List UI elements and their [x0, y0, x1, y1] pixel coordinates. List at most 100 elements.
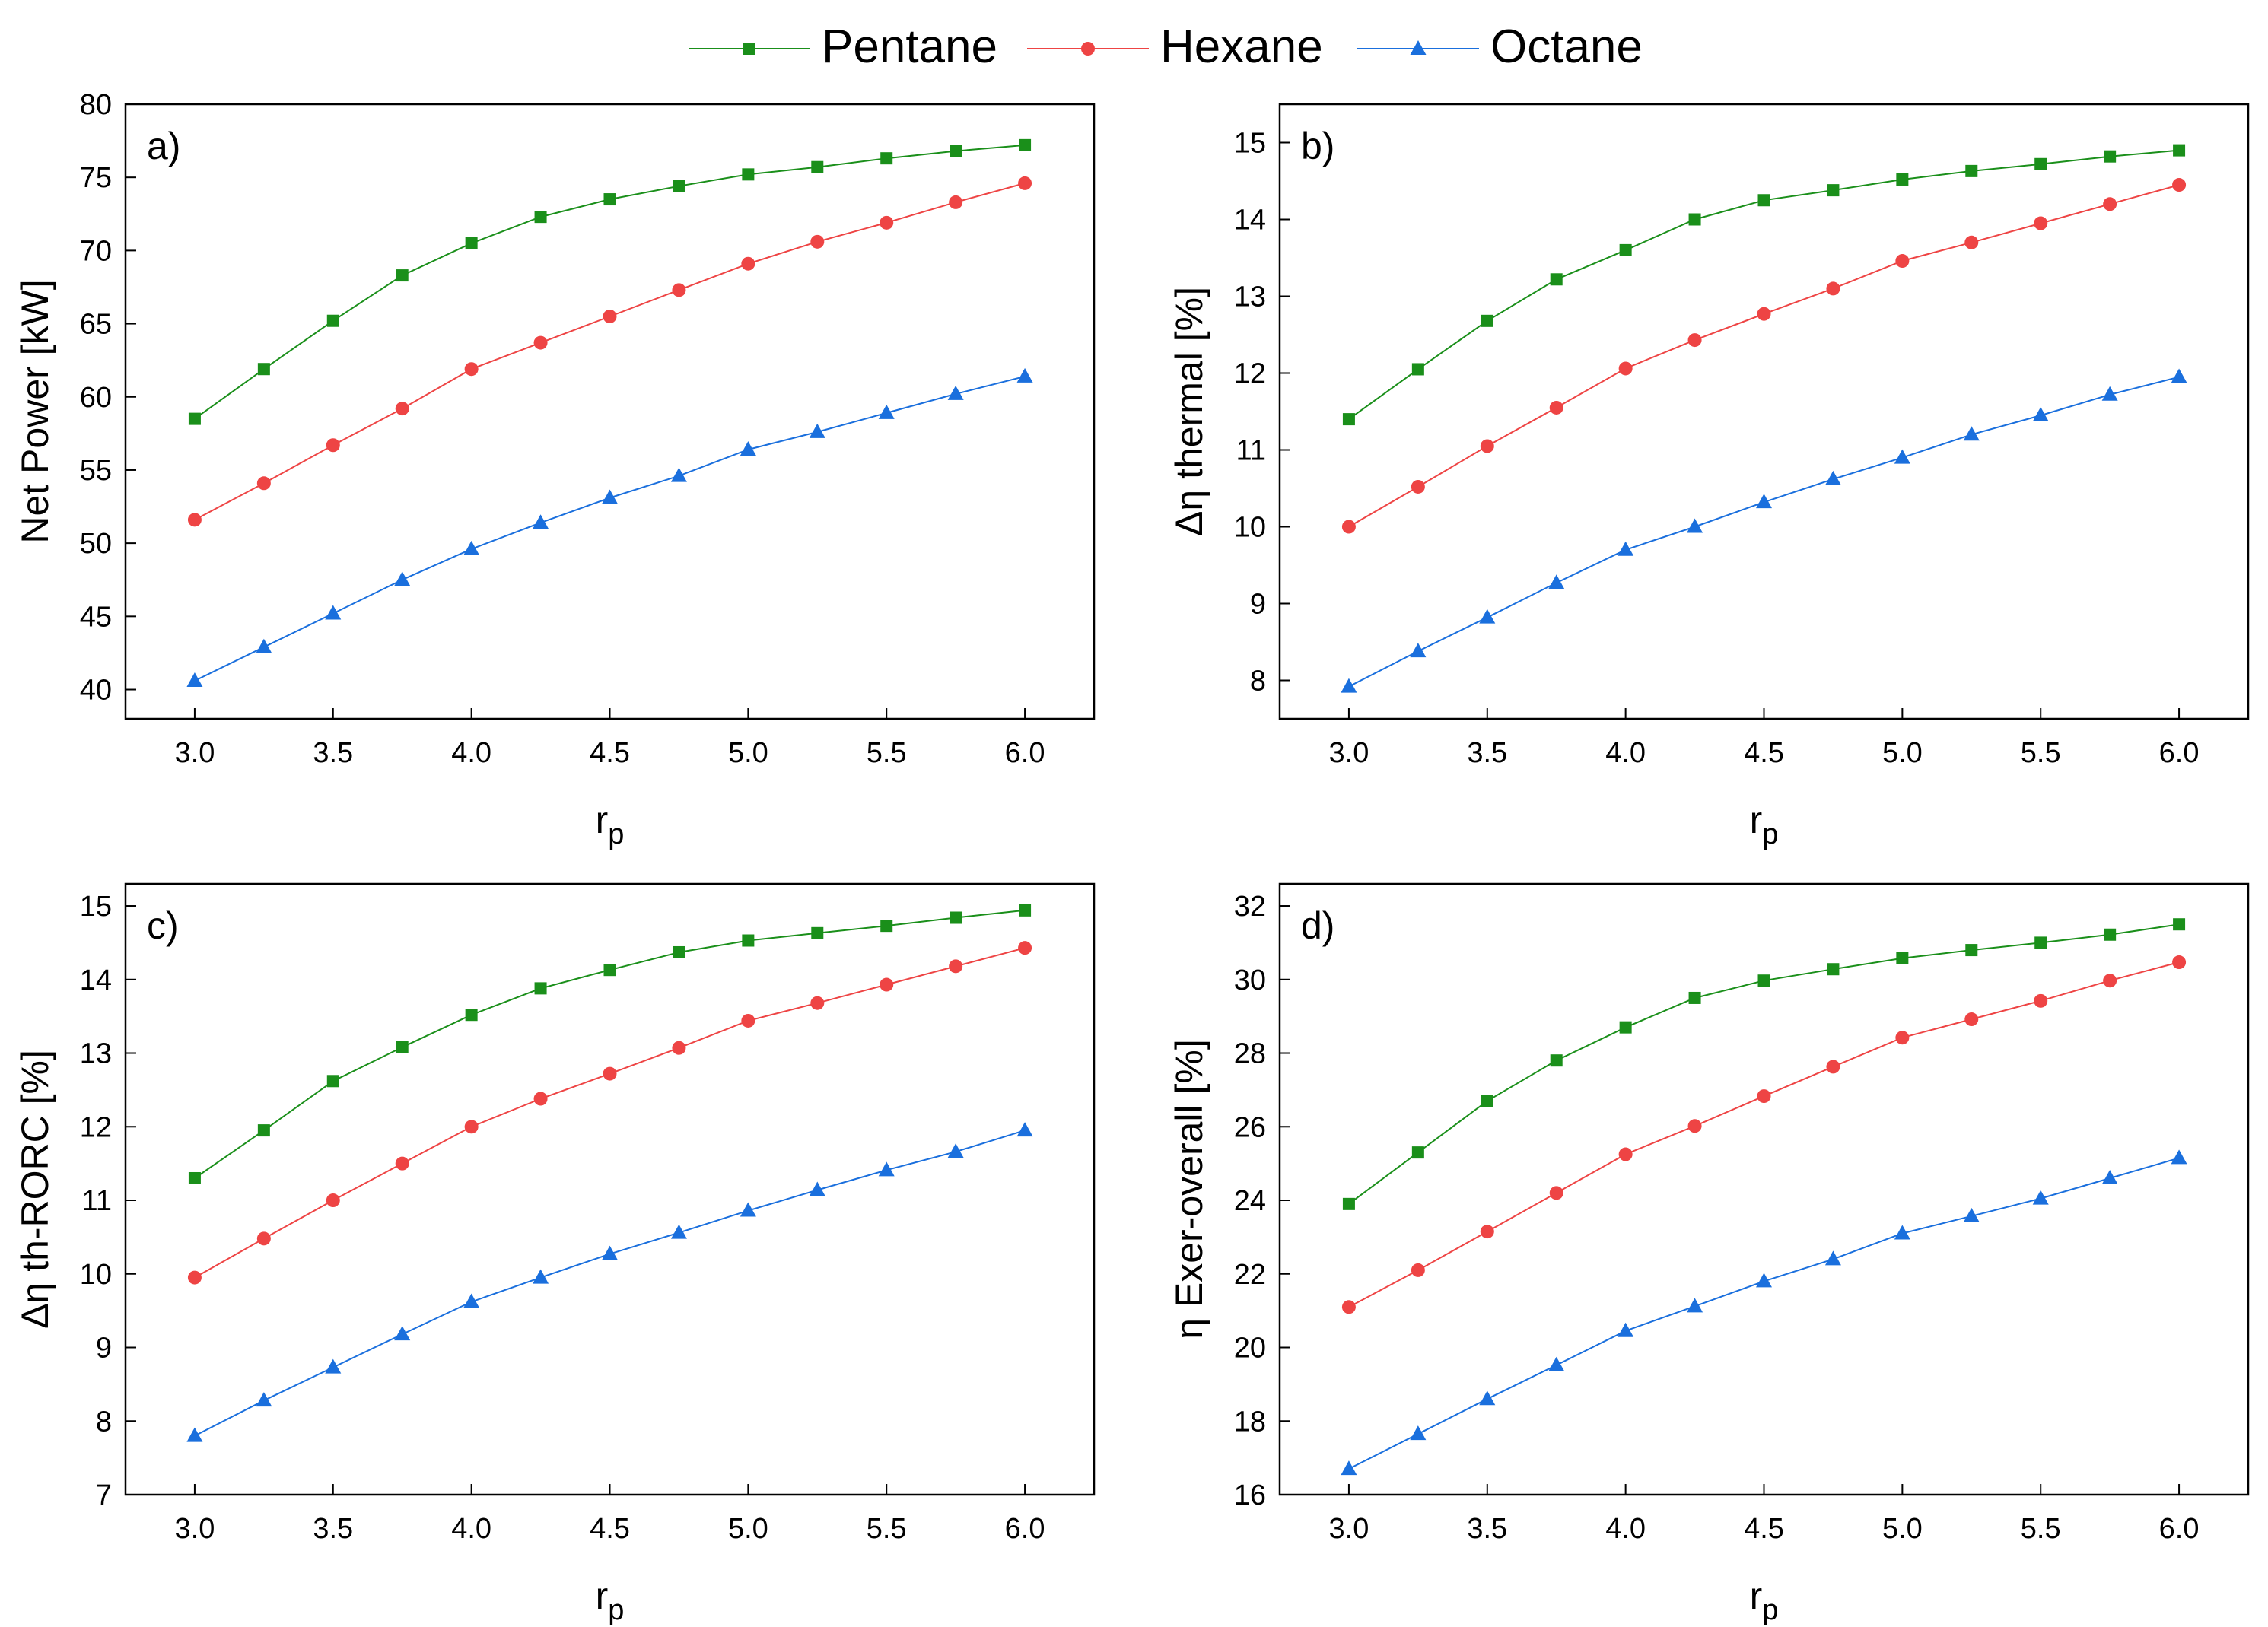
data-point — [1894, 1225, 1910, 1240]
data-point — [1410, 643, 1427, 658]
data-point — [670, 1224, 687, 1239]
data-point — [188, 1171, 201, 1184]
x-tick-label: 3.0 — [1329, 1513, 1369, 1545]
y-tick-label: 70 — [80, 235, 112, 267]
x-axis-label-main: r — [1750, 1575, 1763, 1617]
data-point — [1550, 273, 1563, 286]
x-tick-label: 3.0 — [175, 737, 215, 769]
legend-label: Pentane — [822, 21, 997, 73]
y-tick-label: 10 — [80, 1259, 112, 1291]
data-point — [395, 402, 409, 416]
data-point — [256, 1231, 271, 1246]
data-point — [1550, 1054, 1563, 1067]
data-point — [394, 571, 411, 586]
data-point — [603, 964, 616, 977]
x-axis-label-main: r — [596, 799, 609, 841]
data-point — [673, 180, 685, 192]
y-tick-label: 65 — [80, 309, 112, 341]
legend-label: Hexane — [1160, 21, 1323, 73]
legend: Pentane Hexane Octane — [689, 21, 1643, 73]
data-point — [1341, 678, 1357, 693]
data-point — [1549, 1186, 1563, 1200]
data-point — [396, 269, 409, 282]
x-tick-label: 3.5 — [313, 737, 353, 769]
data-point — [533, 1269, 549, 1284]
x-tick-label: 5.0 — [1882, 1513, 1923, 1545]
data-point — [1342, 1197, 1355, 1210]
y-tick-label: 14 — [80, 964, 112, 996]
data-point — [533, 1092, 548, 1106]
data-point — [950, 145, 962, 157]
x-tick-label: 4.5 — [590, 737, 630, 769]
data-point — [603, 193, 616, 206]
y-axis-label: η Exer-overall [%] — [1168, 1039, 1210, 1339]
data-point — [256, 638, 272, 653]
data-point — [186, 1427, 203, 1442]
data-point — [325, 605, 342, 620]
data-point — [2172, 955, 2187, 970]
data-point — [1965, 944, 1978, 957]
y-tick-label: 28 — [1234, 1038, 1266, 1070]
data-point — [880, 977, 894, 992]
x-tick-label: 4.0 — [1605, 737, 1646, 769]
legend-marker — [743, 43, 755, 55]
chart-panels: 3.0 3.5 4.0 4.5 5.0 5.5 6.0 40 45 50 55 60 65 70 75 80 a… — [14, 89, 2250, 1626]
series-octane — [186, 1122, 1033, 1442]
y-tick-label: 24 — [1234, 1185, 1266, 1217]
y-tick-label: 7 — [96, 1479, 112, 1511]
x-tick-label: 5.0 — [728, 1513, 768, 1545]
data-point — [464, 362, 479, 377]
data-point — [603, 1066, 617, 1081]
legend-marker — [1410, 40, 1427, 55]
data-point — [1481, 1095, 1493, 1107]
data-point — [1896, 952, 1909, 964]
y-tick-label: 8 — [96, 1406, 112, 1438]
data-point — [256, 1392, 272, 1407]
data-point — [1895, 254, 1910, 269]
data-point — [1688, 213, 1701, 226]
data-point — [741, 1013, 755, 1028]
y-tick-label: 50 — [80, 528, 112, 560]
data-point — [1411, 1263, 1425, 1277]
series-line — [194, 144, 1026, 420]
series-pentane — [1342, 918, 2186, 1210]
data-point — [1479, 1390, 1496, 1406]
data-point — [1687, 1298, 1703, 1313]
x-tick-label: 4.0 — [451, 1513, 491, 1545]
data-point — [949, 959, 963, 974]
y-tick-label: 22 — [1234, 1259, 1266, 1291]
panel-b: 3.0 3.5 4.0 4.5 5.0 5.5 6.0 8 9 10 11 12 13 14 15 b) rp Δ… — [1168, 103, 2250, 850]
data-point — [256, 476, 271, 491]
series-line — [1348, 184, 2180, 528]
data-point — [1480, 1225, 1494, 1239]
y-tick-label: 45 — [80, 601, 112, 633]
y-tick-label: 12 — [80, 1111, 112, 1143]
data-point — [1895, 1031, 1910, 1045]
series-hexane — [187, 176, 1032, 527]
y-tick-label: 75 — [80, 162, 112, 194]
x-tick-label: 3.0 — [175, 1513, 215, 1545]
data-point — [1687, 333, 1702, 348]
data-point — [533, 335, 548, 350]
data-point — [394, 1326, 411, 1341]
data-point — [1619, 243, 1632, 256]
y-tick-label: 12 — [1234, 358, 1266, 390]
data-point — [878, 404, 895, 419]
data-point — [2034, 216, 2048, 230]
data-point — [1757, 307, 1771, 321]
panel-a: 3.0 3.5 4.0 4.5 5.0 5.5 6.0 40 45 50 55 60 65 70 75 80 a… — [14, 89, 1096, 850]
series-line — [1348, 1157, 2180, 1470]
data-point — [1618, 1322, 1634, 1337]
data-point — [257, 363, 270, 376]
data-point — [1756, 1273, 1772, 1288]
data-point — [188, 412, 201, 425]
legend-item-hexane: Hexane — [1027, 21, 1323, 73]
y-tick-label: 14 — [1234, 205, 1266, 237]
y-tick-label: 30 — [1234, 964, 1266, 996]
data-point — [1016, 1122, 1033, 1137]
panel-label: b) — [1301, 125, 1334, 167]
data-point — [326, 1193, 340, 1208]
series-octane — [1341, 1149, 2187, 1476]
series-line — [1348, 923, 2180, 1205]
y-tick-label: 80 — [80, 89, 112, 121]
